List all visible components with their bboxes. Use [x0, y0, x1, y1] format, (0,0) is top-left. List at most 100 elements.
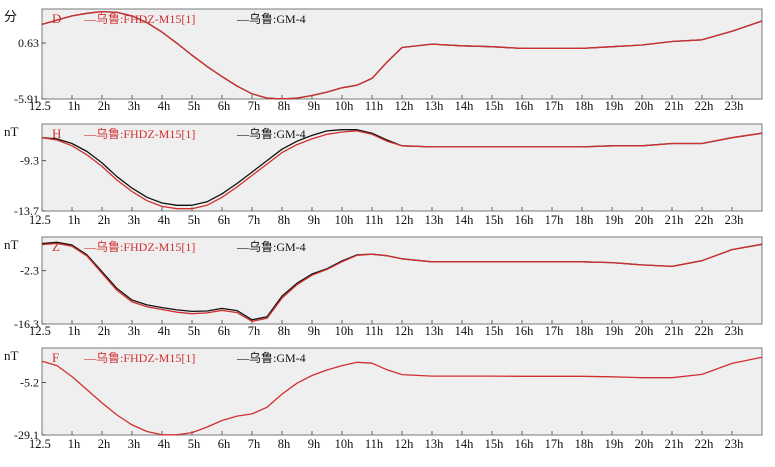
x-tick-label: 15h: [485, 437, 505, 451]
x-tick-label: 16h: [515, 324, 535, 338]
x-tick-label: 22h: [695, 437, 715, 451]
x-tick-label: 22h: [695, 213, 715, 227]
x-tick-label: 2h: [98, 437, 111, 451]
x-tick-label: 9h: [308, 99, 321, 113]
x-tick-label: 9h: [308, 324, 321, 338]
x-tick-label: 12h: [395, 324, 415, 338]
x-tick-label: 10h: [335, 437, 355, 451]
x-tick-label: 11h: [365, 324, 384, 338]
y-tick-label: -13.7: [14, 204, 39, 218]
x-tick-label: 4h: [158, 437, 171, 451]
x-tick-label: 22h: [695, 99, 715, 113]
y-tick-label: -16.3: [14, 317, 39, 331]
panel-4: nT-5.2 -29.1 F —乌鲁:FHDZ-M15[1] —乌鲁:GM-4 12.5 1…: [4, 347, 763, 451]
x-tick-label: 1h: [68, 99, 81, 113]
x-tick-label: 3h: [128, 437, 141, 451]
x-tick-label: 2h: [98, 324, 111, 338]
x-tick-label: 11h: [365, 213, 384, 227]
x-tick-label: 12h: [395, 99, 415, 113]
x-tick-label: 9h: [308, 437, 321, 451]
component-label: D: [52, 11, 61, 26]
x-tick-label: 15h: [485, 324, 505, 338]
unit-label: nT: [4, 124, 19, 139]
x-tick-label: 20h: [635, 324, 655, 338]
x-tick-label: 4h: [158, 324, 171, 338]
plot-area: [42, 124, 762, 211]
component-label: F: [52, 350, 59, 365]
x-tick-label: 19h: [605, 99, 625, 113]
panel-1: 分0.63-5.91D —乌鲁:FHDZ-M15[1] —乌鲁:GM-412.5 1h…: [4, 8, 763, 113]
x-tick-label: 16h: [515, 99, 535, 113]
x-tick-label: 21h: [665, 213, 685, 227]
x-tick-label: 14h: [455, 437, 475, 451]
y-tick-label: -5.91: [14, 92, 39, 106]
x-tick-label: 21h: [665, 99, 685, 113]
x-tick-label: 12h: [395, 213, 415, 227]
x-tick-label: 14h: [455, 324, 475, 338]
x-tick-label: 21h: [665, 324, 685, 338]
x-tick-label: 23h: [725, 99, 745, 113]
x-tick-label: 6h: [218, 324, 231, 338]
unit-label: nT: [4, 237, 19, 252]
x-tick-label: 12.5: [29, 437, 51, 451]
x-tick-label: 8h: [278, 99, 291, 113]
x-tick-label: 15h: [485, 99, 505, 113]
x-tick-label: 10h: [335, 213, 355, 227]
x-tick-label: 12.5: [29, 213, 51, 227]
x-tick-label: 13h: [425, 99, 445, 113]
x-tick-label: 3h: [128, 324, 141, 338]
series-line: [41, 130, 763, 210]
x-tick-label: 7h: [248, 213, 261, 227]
x-tick-label: 16h: [515, 213, 535, 227]
x-tick-label: 17h: [545, 437, 565, 451]
legend-entry: —乌鲁:GM-4: [236, 239, 306, 254]
x-tick-label: 23h: [725, 213, 745, 227]
x-tick-label: 7h: [248, 99, 261, 113]
x-tick-label: 6h: [218, 99, 231, 113]
x-tick-label: 13h: [425, 437, 445, 451]
x-tick-label: 20h: [635, 437, 655, 451]
x-tick-label: 23h: [725, 437, 745, 451]
x-tick-label: 19h: [605, 213, 625, 227]
x-tick-label: 12.5: [29, 324, 51, 338]
legend-entry: —乌鲁:FHDZ-M15[1]: [83, 126, 195, 141]
x-tick-label: 10h: [335, 324, 355, 338]
series-line: [41, 356, 763, 436]
x-tick-label: 13h: [425, 213, 445, 227]
y-tick-label: 0.63: [18, 36, 39, 50]
plot-area: [42, 348, 762, 435]
x-tick-label: 3h: [128, 213, 141, 227]
series-line: [41, 10, 763, 100]
x-tick-label: 14h: [455, 99, 475, 113]
unit-label: nT: [4, 348, 19, 363]
x-tick-label: 20h: [635, 213, 655, 227]
y-tick-label: -5.2: [20, 375, 39, 389]
x-tick-label: 17h: [545, 213, 565, 227]
x-tick-label: 10h: [335, 99, 355, 113]
y-tick-label: -29.1: [14, 428, 39, 442]
x-tick-label: 18h: [575, 324, 595, 338]
x-tick-label: 1h: [68, 437, 81, 451]
x-tick-label: 5h: [188, 437, 201, 451]
legend-entry: —乌鲁:GM-4: [236, 350, 306, 365]
x-tick-label: 5h: [188, 213, 201, 227]
legend-entry: —乌鲁:FHDZ-M15[1]: [83, 239, 195, 254]
x-tick-label: 9h: [308, 213, 321, 227]
x-tick-label: 8h: [278, 324, 291, 338]
x-tick-label: 1h: [68, 213, 81, 227]
x-tick-label: 8h: [278, 437, 291, 451]
legend-entry: —乌鲁:GM-4: [236, 11, 306, 26]
x-tick-label: 12h: [395, 437, 415, 451]
panel-2: nT -9.3 -13.7 H —乌鲁:FHDZ-M15[1] —乌鲁:GM-4 12.5 1…: [4, 123, 763, 227]
x-tick-label: 11h: [365, 99, 384, 113]
x-tick-label: 19h: [605, 324, 625, 338]
component-label: H: [52, 126, 61, 141]
x-tick-label: 7h: [248, 324, 261, 338]
x-tick-label: 12.5: [29, 99, 51, 113]
unit-label: 分: [4, 9, 17, 24]
x-tick-label: 2h: [98, 213, 111, 227]
y-tick-label: -9.3: [20, 154, 39, 168]
x-tick-label: 16h: [515, 437, 535, 451]
x-tick-label: 13h: [425, 324, 445, 338]
x-tick-label: 17h: [545, 99, 565, 113]
